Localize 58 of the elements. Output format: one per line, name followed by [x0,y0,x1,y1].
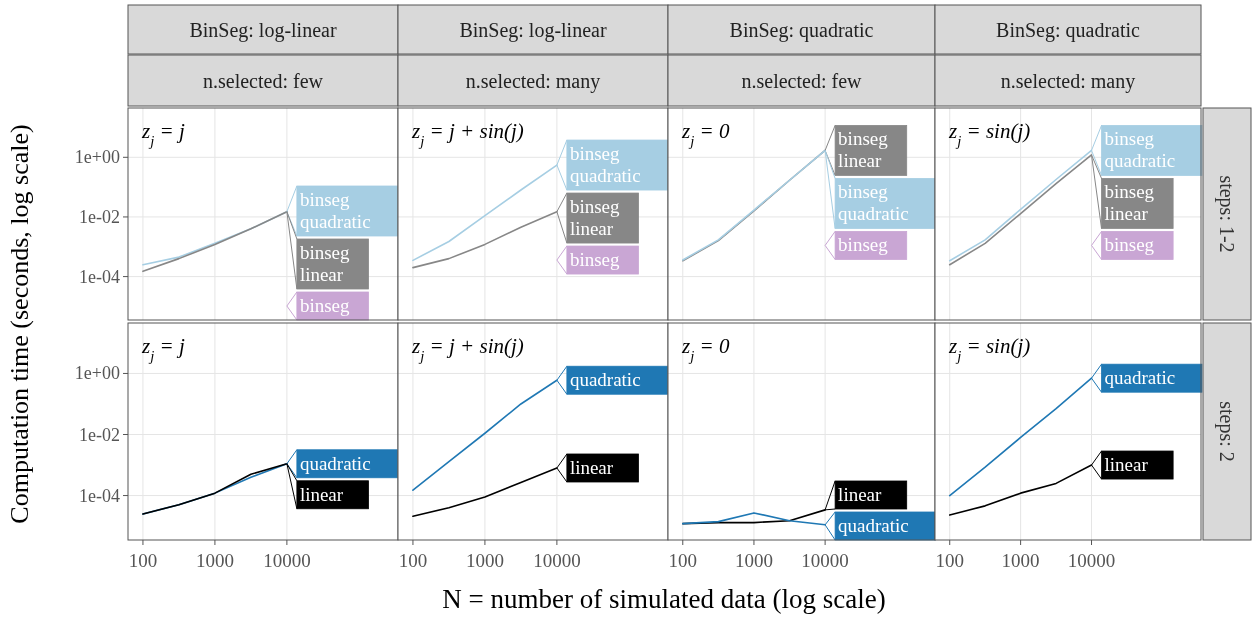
legend-label: quadratic [1104,367,1176,389]
legend-label: binseg [299,295,350,316]
chart-title: BinSeg: log-linear [189,19,337,42]
x-tick-label: 10000 [263,550,311,571]
series-label: binseg quadratic [299,189,371,232]
legend-label: quadratic [838,515,909,536]
annotation: z$_{j}$ = j [141,119,185,149]
chart-subtitle: n.selected: many [1000,70,1136,93]
series-label: binseg linear [838,128,889,172]
x-tick-label: 1000 [465,550,504,571]
annotation: z$_{j}$ = j + sin(j) [411,334,524,364]
y-tick-label: 1e-04 [79,485,120,506]
series-label: binseg quadratic [569,143,641,187]
x-axis-title: N = number of simulated data (log scale) [442,584,886,614]
text: steps: 1-2 [1215,175,1238,253]
legend-label: quadratic [299,452,371,474]
annotation: z$_{j}$ = j + sin(j) [411,119,524,149]
legend-label: binseg [838,234,889,256]
legend-label: linear [569,456,614,478]
annotation: z$_{j}$ = j [141,334,185,364]
chart-subtitle: n.selected: many [465,70,601,93]
legend-label: linear [1104,454,1149,476]
y-tick-label: 1e+00 [74,147,120,168]
chart-subtitle: n.selected: few [203,70,324,92]
legend-label: linear [838,484,883,505]
legend-label: quadratic [569,369,641,391]
series-label: binseg linear [1104,181,1155,225]
legend-label: binseg [1104,234,1155,256]
annotation: z$_{j}$ = sin(j) [948,334,1031,364]
series-label: binseg linear [299,242,350,285]
series-label: binseg quadratic [1104,128,1176,172]
y-tick-label: 1e-04 [79,266,120,287]
legend-label: binseg [569,249,620,271]
series-label: binseg quadratic [838,181,909,225]
annotation: z$_{j}$ = sin(j) [948,119,1031,149]
x-tick-label: 100 [668,550,698,571]
x-tick-label: 10000 [801,550,849,571]
y-axis-title: Computation time (seconds, log scale) [5,124,34,524]
x-tick-label: 100 [398,550,428,571]
chart-subtitle: n.selected: few [741,70,863,92]
chart-title: BinSeg: log-linear [459,19,607,42]
series-label: binseg linear [569,196,620,240]
y-tick-label: 1e-02 [79,424,120,445]
annotation: z$_{j}$ = 0 [681,119,730,149]
x-tick-label: 1000 [734,550,773,571]
x-tick-label: 10000 [533,550,581,571]
x-tick-label: 1000 [1001,550,1040,571]
legend-label: linear [299,483,344,505]
x-tick-label: 100 [935,550,964,571]
y-tick-label: 1e+00 [74,363,120,384]
text: steps: 2 [1215,401,1238,462]
chart-title: BinSeg: quadratic [996,19,1141,42]
annotation: z$_{j}$ = 0 [681,334,730,364]
chart-title: BinSeg: quadratic [729,19,874,42]
x-tick-label: 100 [128,550,158,571]
x-tick-label: 1000 [195,550,234,571]
x-tick-label: 10000 [1067,550,1116,571]
y-tick-label: 1e-02 [79,206,120,227]
